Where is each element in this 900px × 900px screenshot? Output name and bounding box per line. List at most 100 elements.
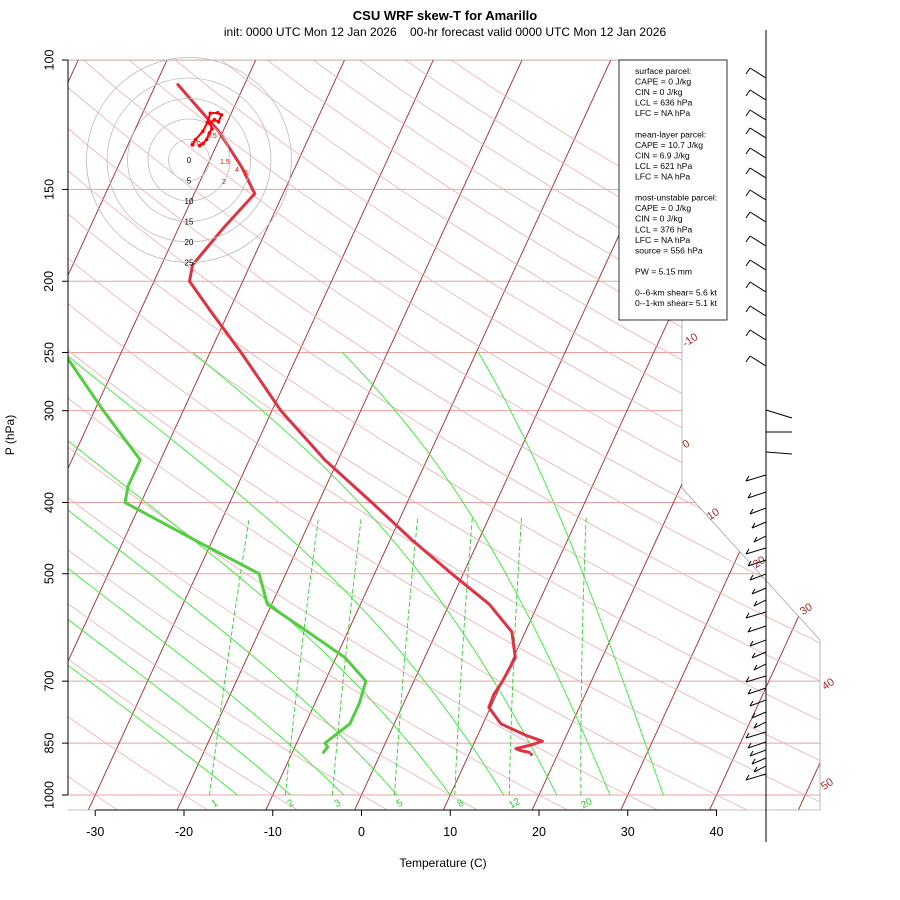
isotherm-line	[797, 60, 820, 810]
wind-barb	[747, 687, 767, 695]
chart-title: CSU WRF skew-T for Amarillo	[353, 8, 537, 23]
wind-barb-flag	[745, 676, 750, 683]
dry-adiabat-line	[68, 60, 820, 810]
wind-barb-flag	[745, 147, 751, 155]
isotherm-line	[87, 60, 450, 810]
hodograph-point	[207, 131, 212, 135]
hodograph-ring	[147, 118, 231, 202]
chart-subtitle: init: 0000 UTC Mon 12 Jan 2026 00-hr for…	[224, 25, 667, 39]
isotherm-label: 10	[705, 506, 722, 523]
stats-box-frame	[618, 59, 728, 321]
stats-line: source = 556 hPa	[635, 245, 703, 255]
wind-barb-flag	[751, 588, 756, 595]
hodograph-point	[215, 111, 220, 115]
wind-barb-flag	[749, 750, 754, 757]
hodograph-ring-label: 25	[185, 259, 194, 268]
wind-barb	[753, 721, 767, 729]
wind-barb-flag	[745, 732, 750, 739]
hodograph-point	[205, 120, 210, 125]
dry-adiabat-line	[68, 60, 659, 810]
wind-barb	[751, 587, 767, 595]
wind-barb-flag	[745, 67, 751, 75]
isotherm-label: 50	[819, 776, 836, 793]
stats-line: CAPE = 0 J/kg	[635, 203, 691, 213]
x-tick-label: 10	[443, 825, 457, 839]
x-tick-label: 40	[710, 825, 724, 839]
hodograph-ring-label: 10	[185, 197, 194, 206]
dry-adiabat-line	[177, 60, 820, 810]
wind-barb	[751, 651, 767, 659]
wind-barb	[745, 731, 767, 739]
mixing-ratio-label: 3	[333, 797, 344, 810]
dry-adiabat-line	[68, 60, 820, 810]
hodograph-ring	[86, 57, 292, 263]
wind-barb	[749, 507, 767, 515]
wind-barb-flag	[745, 281, 751, 289]
hodograph-point-label: 2	[222, 179, 226, 186]
wind-barb-flag	[745, 109, 751, 117]
wind-barb-flag	[749, 574, 754, 581]
hodograph-point	[210, 127, 214, 131]
mixing-ratio-label: 5	[395, 797, 406, 810]
isotherm-label: 30	[798, 601, 815, 618]
wind-barb-flag	[749, 700, 754, 707]
wind-barb	[753, 535, 767, 543]
wind-barb-flag	[745, 89, 751, 97]
wind-barb-flag	[749, 640, 754, 647]
mixing-ratio-label: 20	[579, 796, 595, 811]
hodograph-point	[212, 118, 217, 122]
hodograph-point-label: 4	[235, 167, 239, 174]
wind-barb-flag	[751, 712, 756, 719]
wind-barb	[745, 675, 767, 683]
moist-adiabat-line	[341, 352, 611, 796]
dry-adiabat-line	[68, 60, 569, 810]
x-axis-label: Temperature (C)	[399, 856, 486, 870]
x-tick-label: -30	[86, 825, 104, 839]
x-tick-label: 0	[358, 825, 365, 839]
wind-barb-flag	[747, 560, 752, 567]
chart-grid	[68, 60, 820, 810]
y-axis-label: P (hPa)	[3, 415, 17, 455]
moist-adiabat-line	[68, 352, 291, 796]
wind-barb	[745, 611, 767, 619]
wind-barb	[749, 109, 767, 121]
mixing-ratio-line	[209, 517, 250, 796]
stats-line: mean-layer parcel:	[635, 129, 706, 139]
hodograph-point	[193, 137, 198, 142]
wind-barb-flag	[751, 522, 756, 529]
mixing-ratio-label: 1	[210, 797, 221, 810]
wind-barb	[749, 189, 767, 201]
hodograph-point	[197, 143, 202, 148]
wind-barb	[749, 749, 767, 757]
hodograph-point-label: 0.5	[207, 133, 217, 140]
moist-adiabat-line	[68, 352, 398, 796]
hodograph-point	[201, 129, 205, 134]
wind-barb-flag	[745, 235, 751, 243]
isotherm-line	[68, 60, 361, 810]
wind-barb	[747, 741, 767, 749]
hodograph-ring-label: 20	[185, 238, 194, 247]
wind-barb-flag	[745, 548, 750, 555]
wind-barb	[753, 663, 767, 671]
wind-barb-flag	[745, 612, 750, 619]
wind-barb	[751, 711, 767, 719]
stats-line: CIN = 6.9 J/kg	[635, 150, 690, 160]
wind-barb	[749, 259, 767, 271]
dry-adiabat-line	[222, 60, 820, 810]
dry-adiabat-line	[68, 60, 389, 810]
dry-adiabat-line	[68, 60, 820, 810]
surface-temperature-point	[529, 752, 533, 756]
dry-adiabat-line	[68, 60, 479, 810]
isotherm-line	[68, 60, 272, 810]
hodograph-point	[201, 141, 205, 146]
y-tick-label: 250	[42, 342, 56, 363]
isotherm-line	[265, 60, 627, 810]
dry-adiabat-line	[88, 60, 820, 810]
wind-barb	[749, 89, 767, 101]
stats-line: LFC = NA hPa	[635, 235, 690, 245]
wind-barb	[749, 67, 767, 79]
moist-adiabat-line	[477, 352, 664, 796]
